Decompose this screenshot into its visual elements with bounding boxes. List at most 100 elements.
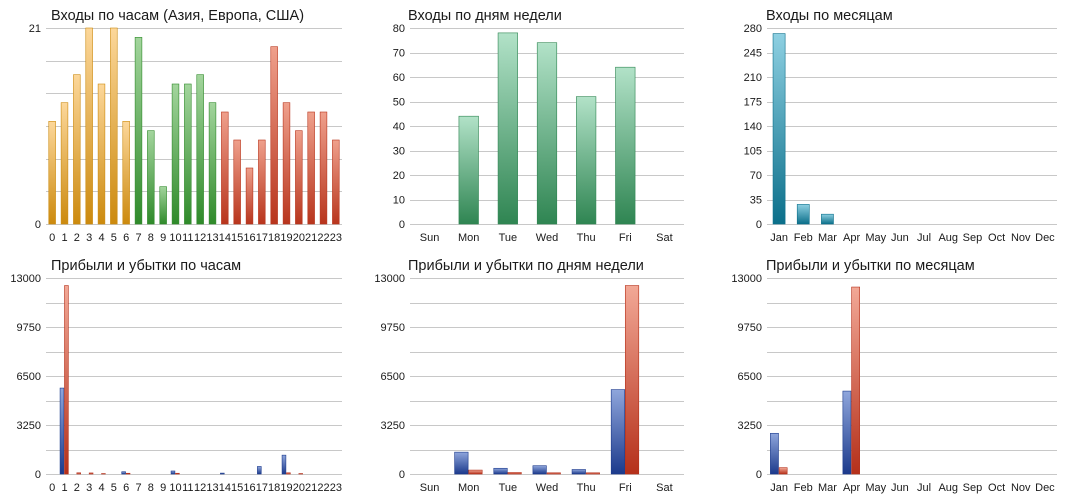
x-tick-label: 18: [268, 232, 280, 244]
x-tick-label: Jan: [770, 482, 788, 494]
bar-1-series-0: [59, 387, 65, 475]
x-tick-label: 7: [135, 482, 141, 494]
x-tick-label: Thu: [577, 482, 596, 494]
bar-12: [196, 74, 204, 225]
x-tick-label: Tue: [499, 232, 518, 244]
bar-Mon-series-0: [454, 451, 469, 475]
bar-14: [221, 111, 229, 225]
x-tick-label: Sat: [656, 232, 673, 244]
bar-13: [208, 102, 217, 225]
x-tick-label: Feb: [794, 482, 813, 494]
x-tick-label: Apr: [843, 482, 860, 494]
y-tick-label: 60: [393, 72, 405, 84]
y-tick-labels: 0 10 20 30 40 50 60 70 80: [393, 23, 405, 231]
x-tick-label: 9: [160, 482, 166, 494]
y-tick-label: 3250: [738, 420, 762, 432]
x-tick-labels: Sun Mon Tue Wed Thu Fri Sat: [420, 482, 673, 494]
bars: [454, 285, 640, 475]
bar-Jan: [772, 33, 786, 225]
bar-8: [147, 130, 155, 225]
x-tick-label: 3: [86, 232, 92, 244]
chart-title: Входы по дням недели: [408, 8, 562, 24]
bar-6: [122, 121, 130, 225]
bar-10-series-0: [170, 470, 176, 475]
y-tick-label: 35: [750, 195, 762, 207]
x-tick-label: 20: [293, 482, 305, 494]
bar-Fri-series-1: [624, 285, 640, 475]
x-tick-label: 15: [231, 482, 243, 494]
x-tick-label: Sat: [656, 482, 673, 494]
x-tick-labels: Sun Mon Tue Wed Thu Fri Sat: [420, 232, 673, 244]
x-tick-labels: 0 1 2 3 4 5 6 7 8 9 10 11 12 13 14 15 16 17 18 19 20 21 22 23: [49, 482, 342, 494]
y-tick-label: 13000: [374, 273, 405, 285]
x-tick-label: 20: [293, 232, 305, 244]
x-tick-label: 22: [317, 232, 329, 244]
x-tick-label: Dec: [1035, 232, 1055, 244]
x-tick-label: 23: [330, 232, 342, 244]
y-tick-label: 0: [756, 469, 762, 481]
x-tick-label: 11: [182, 232, 193, 244]
bar-14-series-0: [220, 472, 225, 475]
y-tick-label: 10: [393, 195, 405, 207]
x-tick-label: Aug: [938, 482, 958, 494]
bar-Jan-series-0: [770, 432, 779, 475]
bar-2: [73, 74, 81, 225]
gridlines: [410, 278, 684, 475]
x-tick-label: 1: [61, 482, 67, 494]
x-tick-label: 19: [280, 482, 292, 494]
x-tick-label: 2: [74, 232, 80, 244]
bar-16: [245, 167, 254, 225]
x-tick-label: 11: [182, 482, 193, 494]
bar-Thu-series-1: [585, 472, 600, 475]
y-tick-label: 13000: [731, 273, 762, 285]
x-tick-label: Oct: [988, 482, 1005, 494]
weekday-pnl-chart: Прибыли и убытки по дням недели 0 3250 650…: [374, 258, 684, 494]
bars: [59, 285, 303, 475]
y-tick-labels: 0 3250 6500 9750 13000: [731, 273, 762, 481]
x-tick-label: Jun: [891, 482, 909, 494]
y-tick-label: 70: [393, 48, 405, 60]
x-tick-label: 7: [135, 232, 141, 244]
bar-Fri: [615, 66, 636, 225]
bar-6-series-1: [125, 472, 131, 475]
x-tick-label: Aug: [938, 232, 958, 244]
x-tick-label: Sep: [963, 232, 983, 244]
y-tick-label: 0: [35, 219, 41, 231]
x-tick-label: 12: [194, 482, 206, 494]
y-tick-label: 20: [393, 170, 405, 182]
x-tick-label: 8: [148, 482, 154, 494]
x-tick-label: 12: [194, 232, 206, 244]
bar-15: [233, 139, 241, 225]
y-tick-label: 0: [399, 219, 405, 231]
chart-title: Прибыли и убытки по часам: [51, 258, 241, 274]
x-tick-label: 10: [169, 482, 181, 494]
gridlines: [46, 278, 342, 475]
bar-22: [319, 111, 328, 225]
monthly-pnl-chart: Прибыли и убытки по месяцам 0 3250 6500 975…: [731, 258, 1057, 494]
x-tick-label: 5: [111, 482, 117, 494]
x-tick-label: 23: [330, 482, 342, 494]
y-tick-label: 3250: [17, 420, 41, 432]
bar-20: [295, 130, 303, 225]
weekday-logins-chart: Входы по дням недели 0 10 20 30 40 50 60 70 80 S…: [393, 8, 684, 244]
x-tick-label: Jul: [917, 482, 931, 494]
y-tick-label: 6500: [738, 371, 762, 383]
x-tick-label: 16: [243, 482, 255, 494]
x-tick-label: Nov: [1011, 232, 1031, 244]
x-tick-label: Sep: [963, 482, 983, 494]
gridlines: [767, 28, 1057, 225]
hourly-logins-chart: Входы по часам (Азия, Европа, США) 0 21 0…: [29, 8, 342, 244]
bar-1: [60, 102, 69, 225]
y-tick-labels: 0 3250 6500 9750 13000: [10, 273, 41, 481]
x-tick-label: 17: [256, 482, 268, 494]
x-tick-label: Mar: [818, 232, 837, 244]
x-tick-label: 0: [49, 232, 55, 244]
x-tick-label: Feb: [794, 232, 813, 244]
x-tick-label: Wed: [536, 232, 558, 244]
x-tick-label: 6: [123, 482, 129, 494]
x-tick-label: 13: [206, 232, 218, 244]
bar-Thu-series-0: [571, 469, 586, 475]
y-tick-label: 40: [393, 121, 405, 133]
x-tick-label: 18: [268, 482, 280, 494]
